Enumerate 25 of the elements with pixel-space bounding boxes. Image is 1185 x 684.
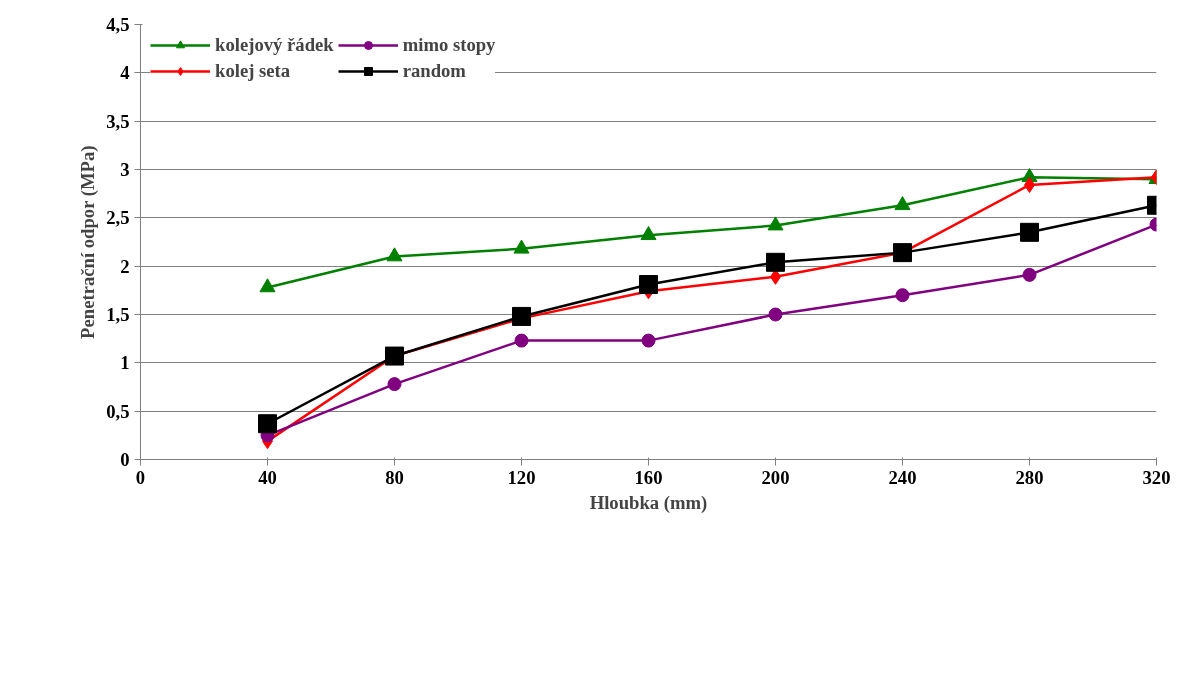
x-tick-label: 160	[634, 466, 663, 488]
x-tick-label: 240	[888, 466, 917, 488]
x-tick-label: 0	[135, 466, 146, 488]
y-tick-label: 0	[120, 449, 130, 470]
y-tick-label: 3	[120, 159, 130, 180]
legend-label: mimo stopy	[402, 34, 496, 56]
y-axis-title: Penetrační odpor (MPa)	[77, 145, 100, 339]
x-tick-label: 40	[258, 466, 277, 488]
x-tick-label: 280	[1015, 466, 1044, 488]
x-axis-title: Hloubka (mm)	[589, 491, 708, 514]
legend-label: kolejový řádek	[215, 34, 334, 56]
legend-label: kolej seta	[215, 60, 291, 82]
y-tick-label: 1,5	[106, 304, 130, 325]
y-tick-label: 1	[120, 352, 130, 374]
y-tick-label: 3,5	[106, 110, 130, 132]
x-tick-label: 80	[385, 466, 404, 488]
x-tick-label: 200	[761, 466, 790, 488]
legend-label: random	[402, 60, 466, 82]
y-tick-label: 2,5	[106, 207, 130, 229]
y-tick-label: 0,5	[106, 400, 130, 422]
x-tick-label: 120	[507, 466, 536, 488]
y-tick-label: 2	[120, 255, 130, 277]
y-tick-label: 4	[120, 62, 130, 84]
x-tick-label: 320	[1142, 466, 1171, 488]
y-tick-label: 4,5	[106, 14, 130, 35]
